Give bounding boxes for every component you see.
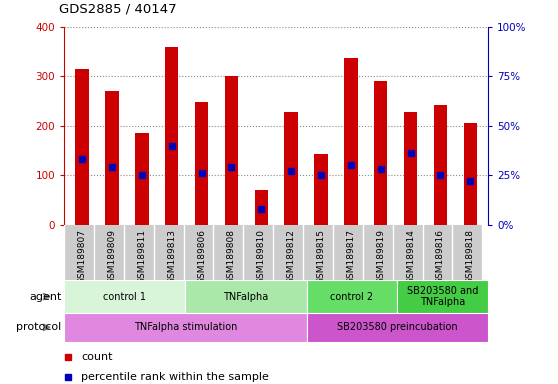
Text: control 1: control 1 xyxy=(103,291,146,302)
Text: GSM189817: GSM189817 xyxy=(347,229,355,284)
Text: GSM189814: GSM189814 xyxy=(406,229,415,284)
Bar xyxy=(64,280,185,313)
Bar xyxy=(404,112,417,225)
Bar xyxy=(306,313,488,342)
Bar xyxy=(397,280,488,313)
Bar xyxy=(64,313,306,342)
Text: count: count xyxy=(81,353,113,362)
Text: GSM189819: GSM189819 xyxy=(376,229,385,284)
Text: GSM189810: GSM189810 xyxy=(257,229,266,284)
Text: GSM189808: GSM189808 xyxy=(227,229,236,284)
Bar xyxy=(254,190,268,225)
Bar xyxy=(225,76,238,225)
Text: GSM189811: GSM189811 xyxy=(137,229,146,284)
Text: control 2: control 2 xyxy=(330,291,373,302)
Text: GSM189812: GSM189812 xyxy=(287,229,296,284)
Bar xyxy=(374,81,387,225)
Text: GSM189806: GSM189806 xyxy=(197,229,206,284)
Text: GSM189807: GSM189807 xyxy=(78,229,86,284)
Bar xyxy=(285,112,298,225)
Bar xyxy=(195,102,208,225)
Text: SB203580 and
TNFalpha: SB203580 and TNFalpha xyxy=(407,286,479,308)
Bar xyxy=(135,133,148,225)
Bar xyxy=(185,280,306,313)
Bar xyxy=(105,91,119,225)
Text: protocol: protocol xyxy=(16,322,61,333)
Text: TNFalpha: TNFalpha xyxy=(223,291,268,302)
Bar xyxy=(434,105,447,225)
Text: GSM189818: GSM189818 xyxy=(466,229,475,284)
Bar xyxy=(464,123,477,225)
Text: GSM189813: GSM189813 xyxy=(167,229,176,284)
Text: GSM189809: GSM189809 xyxy=(108,229,117,284)
Text: GSM189815: GSM189815 xyxy=(316,229,325,284)
Text: TNFalpha stimulation: TNFalpha stimulation xyxy=(134,322,237,333)
Text: percentile rank within the sample: percentile rank within the sample xyxy=(81,372,269,382)
Bar xyxy=(165,47,179,225)
Bar xyxy=(314,154,328,225)
Text: GSM189816: GSM189816 xyxy=(436,229,445,284)
Text: SB203580 preincubation: SB203580 preincubation xyxy=(337,322,458,333)
Bar xyxy=(75,69,89,225)
Bar xyxy=(306,280,397,313)
Text: agent: agent xyxy=(29,291,61,302)
Text: GDS2885 / 40147: GDS2885 / 40147 xyxy=(59,2,176,15)
Bar xyxy=(344,58,358,225)
